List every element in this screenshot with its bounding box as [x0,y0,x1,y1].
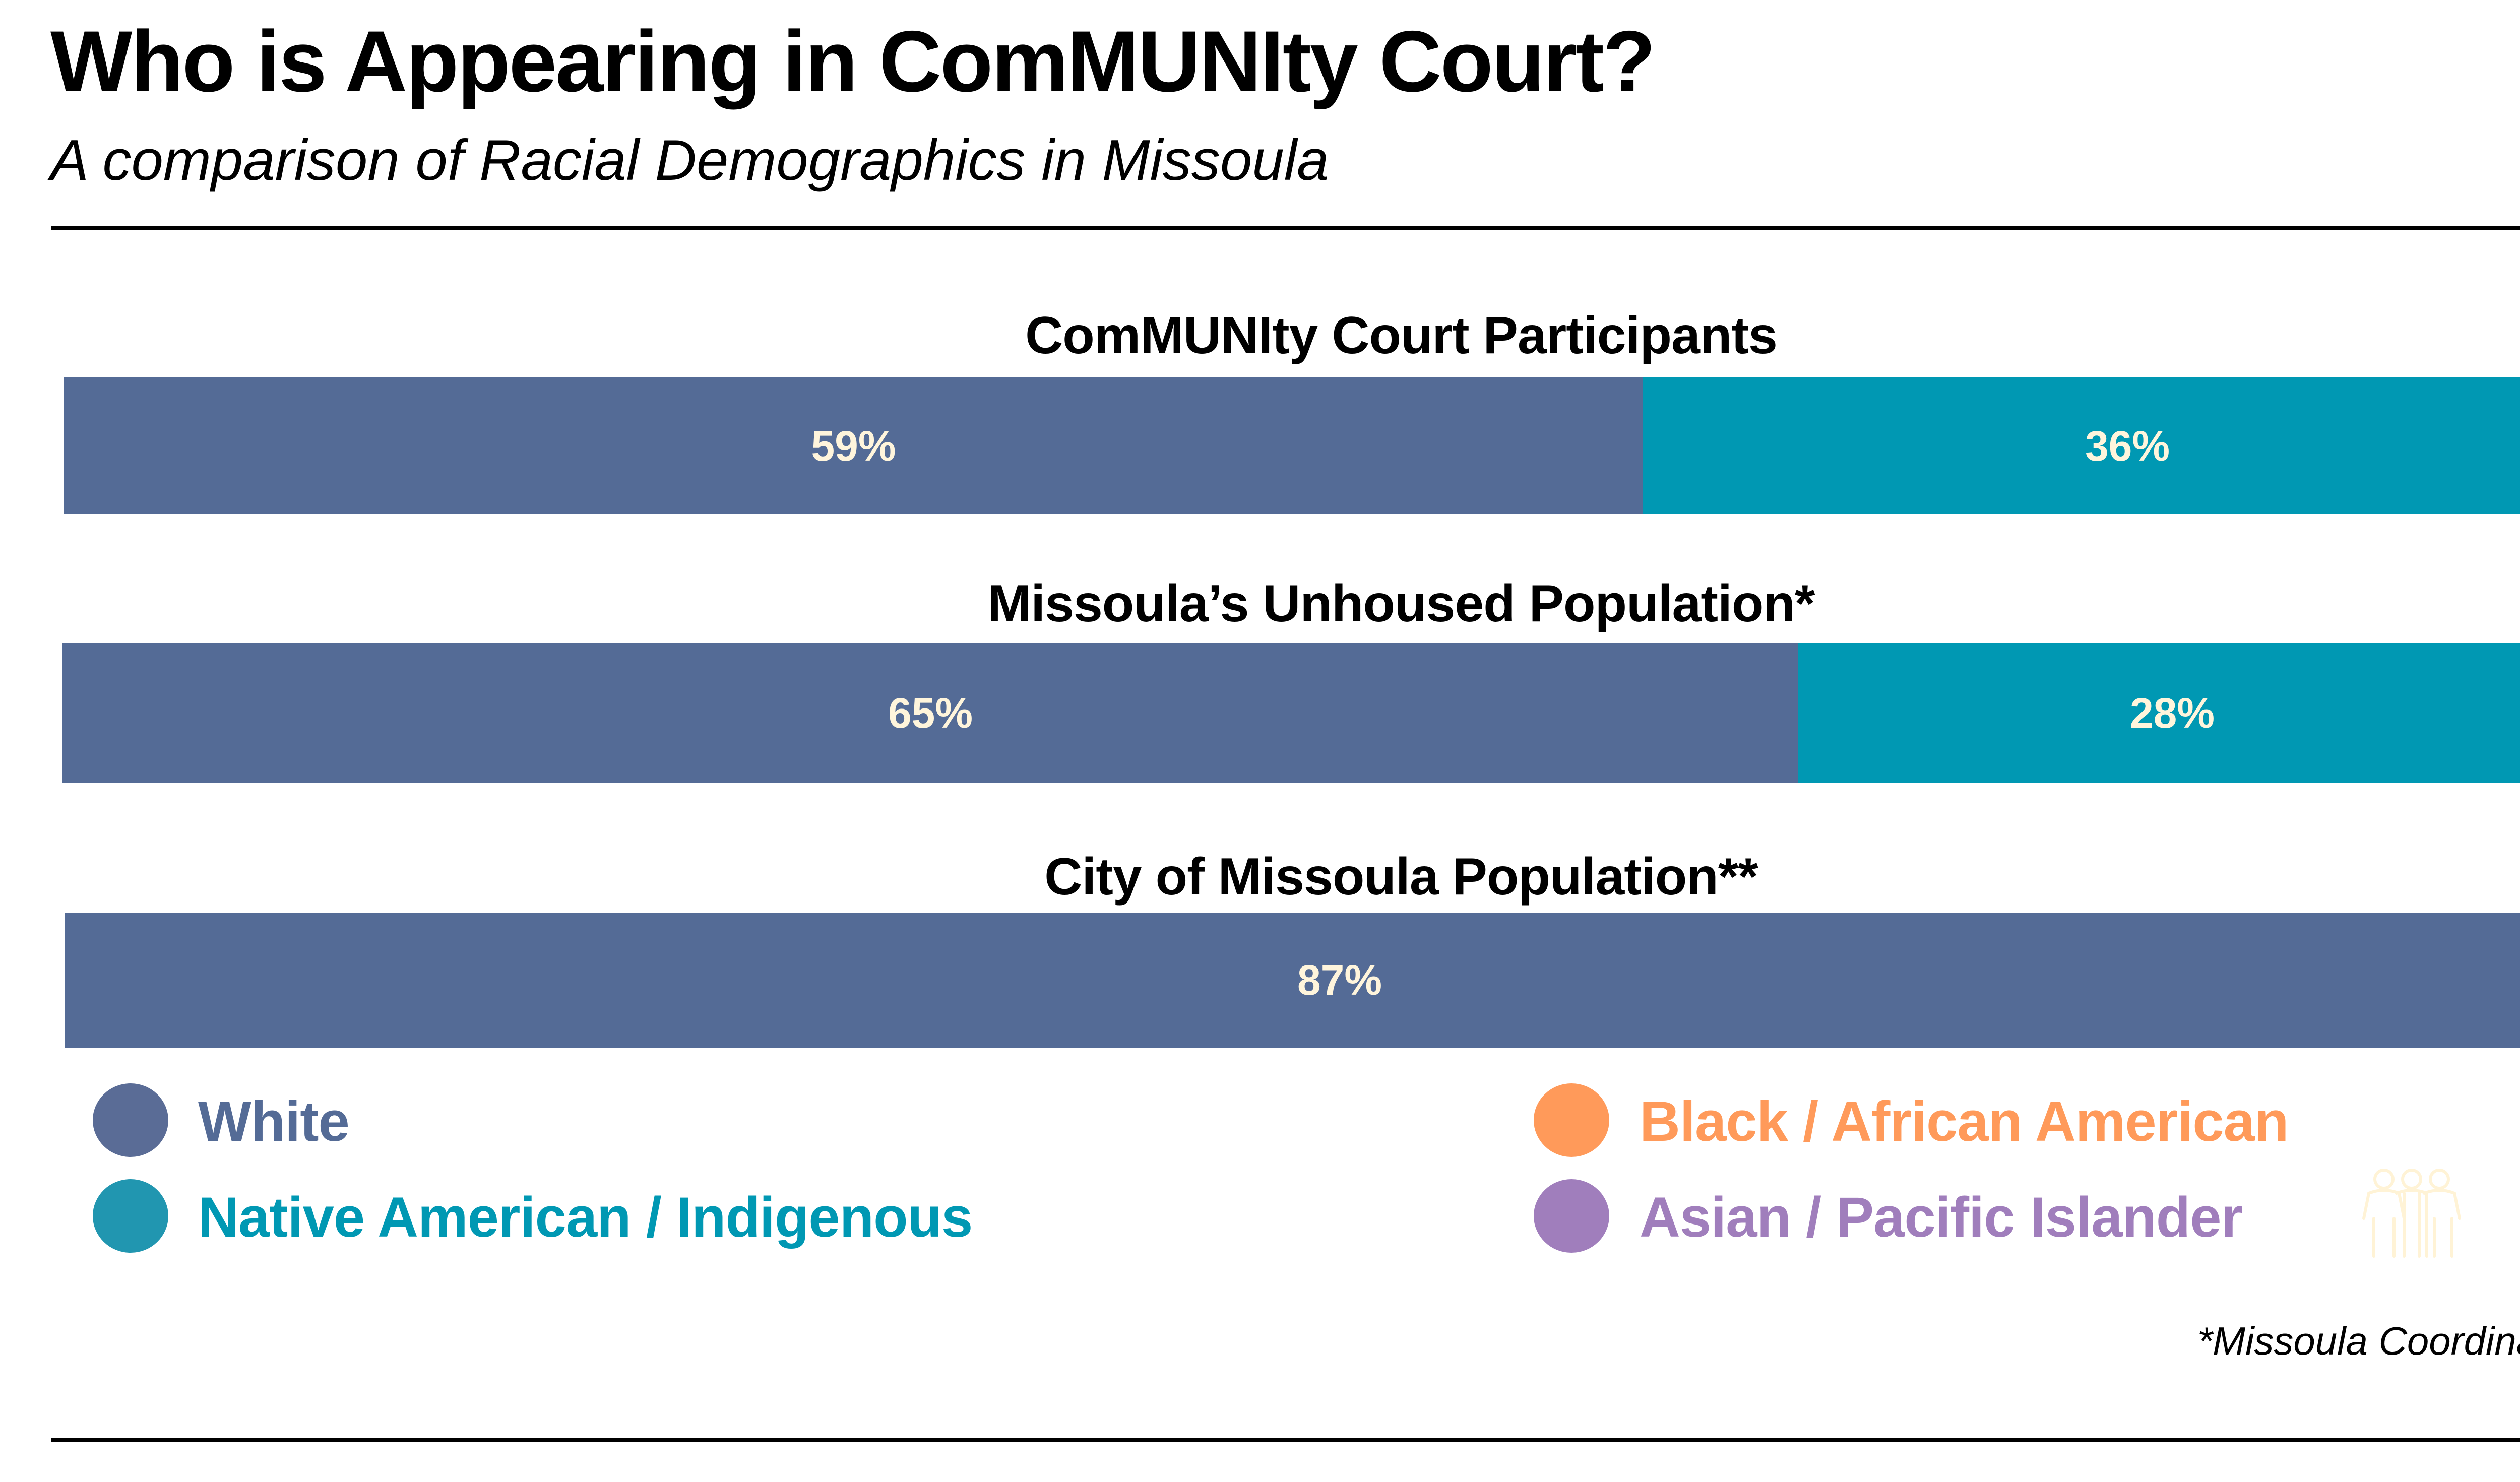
row-title-court-participants: ComMUNIty Court Participants [1025,306,1778,365]
segment-label-white: 59% [811,422,896,470]
legend-label-black: Black / African American [1640,1090,2289,1153]
page-title: Who is Appearing in ComMUNIty Court? [50,13,1656,110]
bar-court-participants: 59% 36% 3% [64,377,2520,514]
legend-dot-black [1534,1083,1609,1157]
people-group-icon [2362,1169,2461,1258]
segment-label-native: 36% [2085,422,2170,470]
legend-dot-white [93,1083,168,1157]
bar-unhoused-population: 65% 28% 5.6% [62,643,2520,783]
row-title-city-population: City of Missoula Population** [1044,848,1758,906]
segment-white: 87% [65,913,2520,1048]
segment-native: 28% [1798,643,2520,783]
segment-white: 59% [64,377,1643,514]
top-divider [51,226,2520,230]
legend-dot-asian [1534,1179,1609,1253]
legend-label-native: Native American / Indigenous [198,1186,973,1249]
row-title-unhoused-population: Missoula’s Unhoused Population* [987,574,1815,633]
bar-city-population: 87% 2% [65,913,2520,1048]
segment-white: 65% [62,643,1798,783]
page-subtitle: A comparison of Racial Demographics in M… [50,128,1329,192]
segment-label-white: 65% [888,689,973,737]
legend-label-asian: Asian / Pacific Islander [1640,1186,2243,1249]
segment-label-native: 28% [2129,689,2215,737]
legend-label-white: White [198,1090,350,1153]
segment-native: 36% [1643,377,2520,514]
bottom-divider [51,1438,2520,1442]
footnote-coordinated-entry: *Missoula Coordinated Entry System, Janu… [2197,1319,2520,1363]
segment-label-white: 87% [1297,956,1382,1004]
legend-dot-native [93,1179,168,1253]
